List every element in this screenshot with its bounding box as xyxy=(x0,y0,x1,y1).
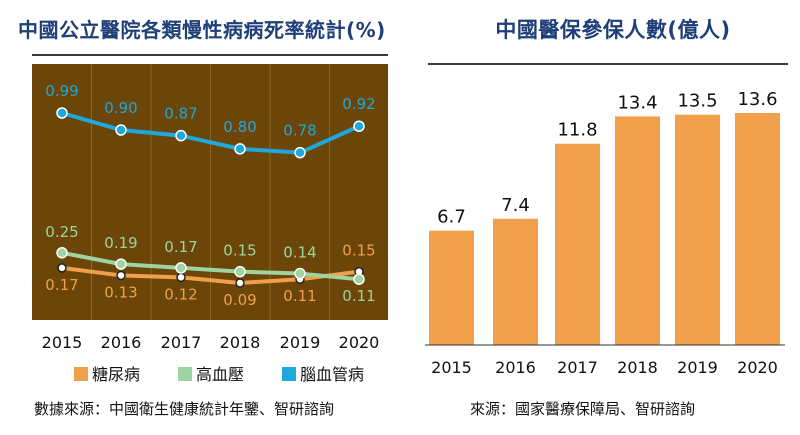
data-point xyxy=(116,270,126,281)
bar xyxy=(735,113,780,345)
bar-value-label: 13.6 xyxy=(737,89,777,110)
series-line-cerebrovascular xyxy=(60,111,361,155)
data-label: 0.11 xyxy=(342,287,375,305)
bar-value-label: 11.8 xyxy=(557,120,597,141)
line-chart-legend: 糖尿病 高血壓 腦血管病 xyxy=(74,362,394,388)
data-label: 0.92 xyxy=(342,95,375,113)
series-line-hypertension xyxy=(60,250,361,282)
bar xyxy=(493,218,538,345)
legend-item-cerebrovascular: 腦血管病 xyxy=(282,362,364,388)
data-label: 0.87 xyxy=(164,105,197,123)
x-tick-label: 2019 xyxy=(677,358,718,377)
data-label: 0.80 xyxy=(223,118,256,136)
data-point xyxy=(56,247,68,259)
data-label: 0.17 xyxy=(164,238,197,256)
bar-value-label: 6.7 xyxy=(437,207,466,228)
data-label: 0.25 xyxy=(45,223,78,241)
x-tick-label: 2015 xyxy=(431,358,472,377)
x-tick-label: 2018 xyxy=(617,358,658,377)
data-label: 0.09 xyxy=(223,291,256,309)
bar-value-label: 13.4 xyxy=(617,92,657,113)
data-point xyxy=(56,107,68,119)
legend-label: 糖尿病 xyxy=(92,365,141,384)
data-point xyxy=(175,129,187,142)
data-point xyxy=(353,273,365,285)
x-tick-label: 2018 xyxy=(220,333,261,352)
data-label: 0.14 xyxy=(283,244,316,262)
data-point xyxy=(115,124,127,136)
data-label: 0.17 xyxy=(45,276,78,294)
data-label: 0.99 xyxy=(45,82,78,100)
data-point xyxy=(294,146,306,159)
data-label: 0.90 xyxy=(104,99,137,117)
legend-swatch-icon xyxy=(282,367,296,381)
data-point xyxy=(115,258,127,270)
x-tick-label: 2016 xyxy=(101,333,142,352)
data-label: 0.12 xyxy=(164,285,197,303)
bar-value-label: 13.5 xyxy=(677,91,717,112)
data-point xyxy=(234,265,246,278)
bar-chart-title: 中國醫保參保人數(億人) xyxy=(495,18,731,42)
data-label: 0.13 xyxy=(104,283,137,301)
title-rule xyxy=(428,63,788,65)
data-label: 0.78 xyxy=(283,122,316,140)
data-label: 0.11 xyxy=(283,287,316,305)
legend-swatch-icon xyxy=(178,367,192,381)
x-tick-label: 2017 xyxy=(161,333,202,352)
bar-chart-source: 來源：國家醫療保障局、智研諮詢 xyxy=(470,400,696,418)
x-tick-label: 2020 xyxy=(339,333,380,352)
bar-value-label: 7.4 xyxy=(501,195,530,216)
data-point xyxy=(176,272,186,283)
data-point xyxy=(235,278,245,288)
x-tick-label: 2016 xyxy=(495,358,536,377)
legend-item-hypertension: 高血壓 xyxy=(178,362,244,388)
data-point xyxy=(175,262,187,274)
legend-item-diabetes: 糖尿病 xyxy=(74,362,140,388)
x-tick-label: 2017 xyxy=(557,358,598,377)
x-tick-label: 2015 xyxy=(42,333,83,352)
data-label: 0.19 xyxy=(104,234,137,252)
data-point xyxy=(353,120,365,132)
line-chart-title: 中國公立醫院各類慢性病病死率統計(%) xyxy=(18,18,386,42)
data-point xyxy=(294,267,306,280)
legend-swatch-icon xyxy=(74,367,88,381)
bar-chart: 6.7 7.4 11.8 13.4 13.5 13.6 2015 2016 2017 2018 20… xyxy=(425,89,785,377)
bar xyxy=(675,114,720,346)
bar xyxy=(615,116,660,345)
series-line-diabetes xyxy=(60,265,361,285)
data-point xyxy=(234,143,246,155)
data-label: 0.15 xyxy=(342,242,375,260)
bar xyxy=(429,230,474,345)
data-label: 0.15 xyxy=(223,242,256,260)
x-tick-label: 2020 xyxy=(737,358,778,377)
data-point xyxy=(57,263,67,273)
legend-label: 腦血管病 xyxy=(300,365,365,384)
line-chart-source: 數據來源：中國衛生健康統計年鑒、智研諮詢 xyxy=(34,400,335,418)
x-tick-label: 2019 xyxy=(280,333,321,352)
title-rule xyxy=(32,54,388,56)
line-chart: 2015 2016 2017 2018 2019 2020 0.17 0.13 0.12 0.09… xyxy=(42,64,380,352)
bar xyxy=(555,143,600,345)
legend-label: 高血壓 xyxy=(196,365,245,384)
